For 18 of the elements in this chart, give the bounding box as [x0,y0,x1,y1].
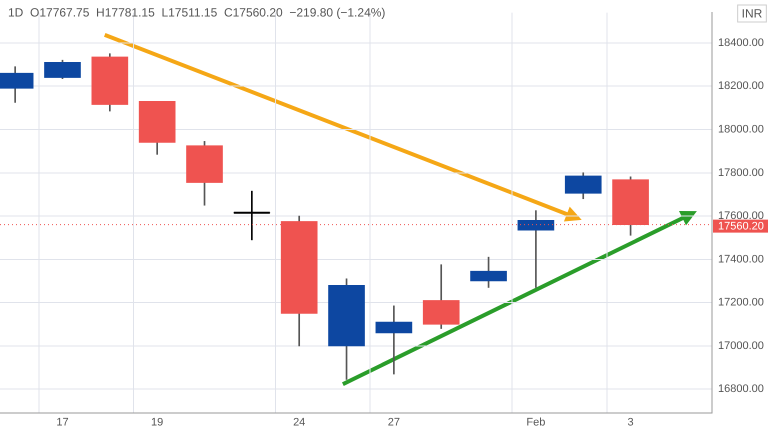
y-tick-label: 17200.00 [718,296,764,309]
y-tick-label: 18000.00 [718,124,764,136]
y-tick-label: 17000.00 [718,340,764,352]
x-tick-label: 17 [56,416,69,429]
y-tick-label: 18400.00 [718,36,764,49]
ref-line-label: 17560.20 [718,220,764,233]
x-tick-label: Feb [526,416,546,429]
y-tick-label: 16800.00 [718,383,764,396]
x-tick-label: 24 [293,416,306,429]
x-tick-label: 3 [628,416,634,429]
x-tick-label: 19 [151,416,164,429]
text: INR [742,6,763,20]
y-tick-label: 17800.00 [718,166,764,179]
x-tick-label: 27 [388,416,400,429]
y-tick-label: 17400.00 [718,253,764,266]
chart-title: 1D O17767.75 H17781.15 L17511.15 C17560.20 −219.80 (−1.24%) [8,5,386,20]
y-tick-label: 18200.00 [718,80,764,92]
y-tick-label: 17600.00 [718,210,764,222]
